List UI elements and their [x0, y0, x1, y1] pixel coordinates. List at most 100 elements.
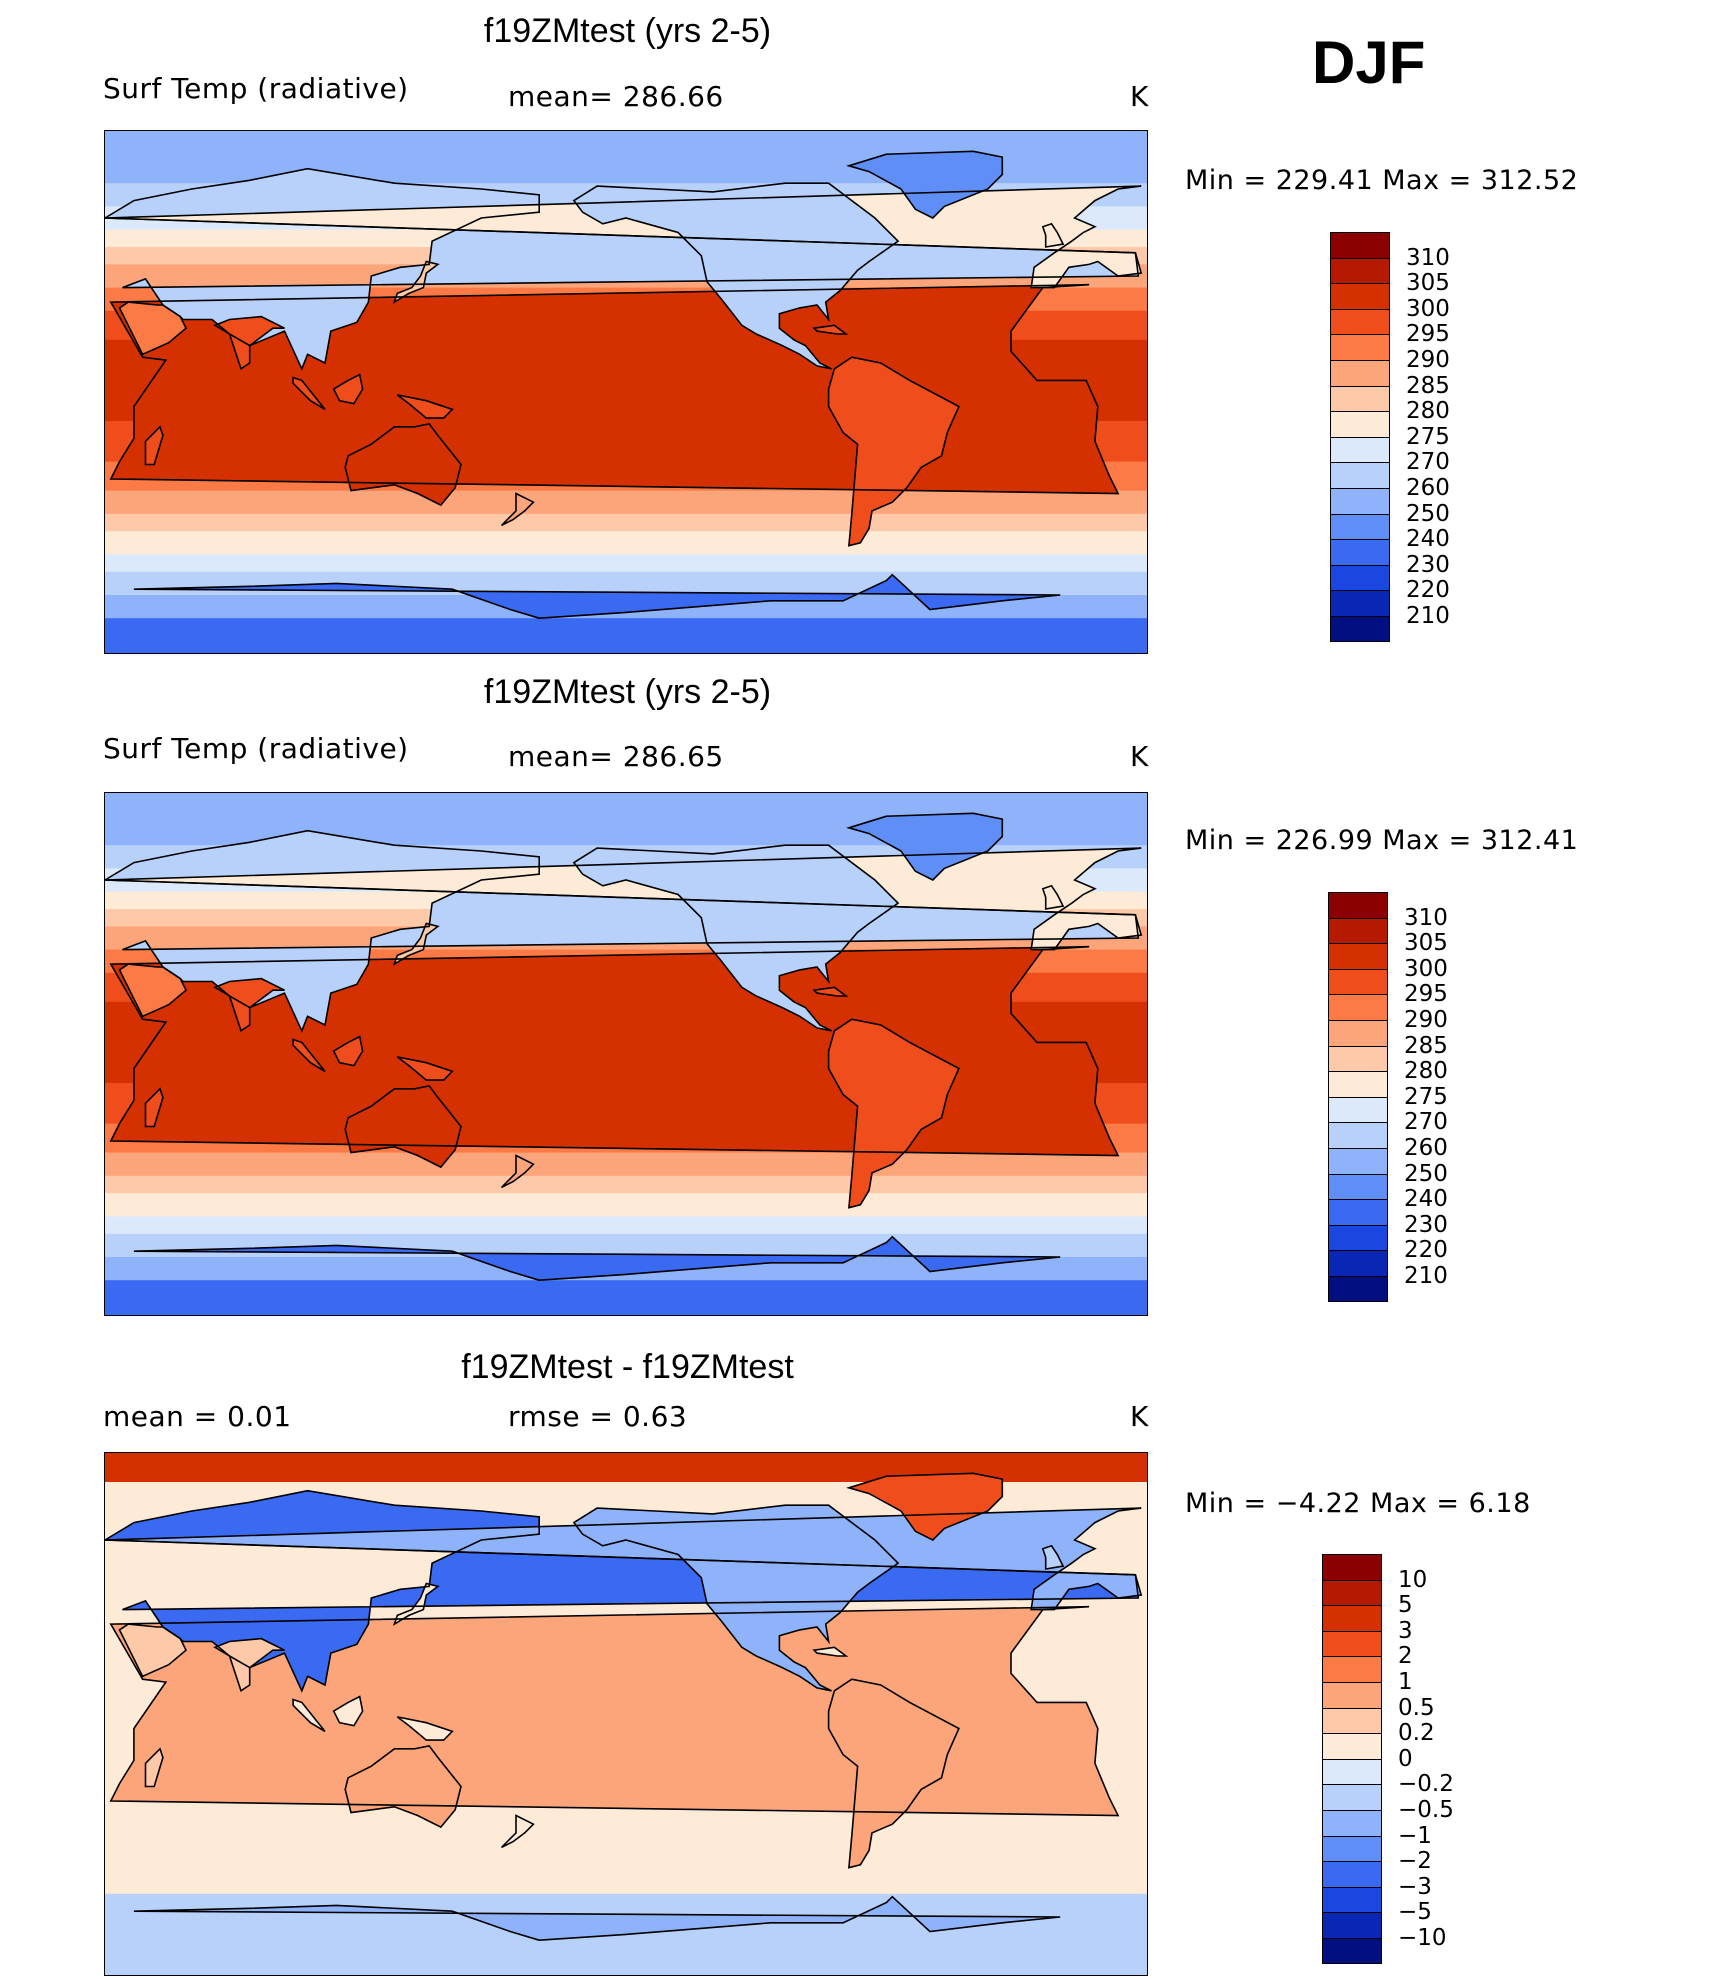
colorbar-swatch [1328, 1250, 1388, 1276]
colorbar-tick-label: 220 [1404, 1237, 1448, 1264]
colorbar-tick-label: 1 [1398, 1669, 1413, 1695]
temperature-band [105, 618, 1147, 653]
colorbar-swatch [1328, 1276, 1388, 1302]
land-europe [105, 1508, 1142, 1610]
colorbar-tick-label: 295 [1406, 321, 1450, 348]
colorbar-tick-label: −1 [1398, 1822, 1432, 1849]
coastline-europe [105, 847, 1143, 951]
colorbar-tick-label: −3 [1398, 1873, 1432, 1900]
coastline-madagascar [144, 1747, 164, 1788]
coastline-samerica [827, 1678, 960, 1869]
colorbar-tick-label: 285 [1404, 1032, 1448, 1059]
colorbar-swatch [1322, 1707, 1382, 1734]
coastline-india [213, 1637, 285, 1693]
land-newguinea [397, 1056, 453, 1081]
colorbar-swatch [1330, 411, 1390, 437]
colorbar-tick-label: 240 [1406, 526, 1450, 553]
colorbar-swatch [1328, 917, 1388, 944]
colorbar-swatch [1322, 1554, 1382, 1580]
season-label: DJF [1312, 29, 1426, 96]
map-field [105, 131, 1147, 653]
colorbar-tick-label: −0.5 [1398, 1797, 1454, 1823]
colorbar-frame [1322, 1554, 1382, 1964]
colorbar-swatch [1330, 360, 1390, 386]
coastline-arabia [118, 963, 187, 1018]
colorbar-swatch [1330, 385, 1390, 412]
colorbar-swatch [1330, 436, 1390, 463]
coastline-namerica [572, 182, 900, 370]
colorbar-tick-label: 270 [1406, 449, 1450, 476]
panel-3-map [104, 1452, 1148, 1976]
colorbar-tick-label: −5 [1398, 1899, 1432, 1926]
colorbar-tick-label: 0.2 [1398, 1720, 1435, 1747]
coastline-madagascar [144, 425, 164, 466]
temperature-band [105, 1175, 1147, 1194]
land-samerica [828, 1019, 959, 1208]
land-india [215, 316, 285, 369]
colorbar-tick-label: 210 [1404, 1263, 1448, 1289]
land-sumatra [293, 1039, 325, 1072]
land-namerica [573, 1505, 899, 1691]
coastline-newguinea [396, 1056, 454, 1081]
colorbar-swatch [1328, 943, 1388, 969]
colorbar-swatch [1330, 462, 1390, 488]
coastline-antarctica [133, 1235, 1061, 1281]
land-borneo [333, 1696, 363, 1726]
coastline-eurasia [105, 167, 1140, 371]
colorbar-tick-label: 270 [1404, 1109, 1448, 1136]
colorbar-tick-label: 280 [1406, 398, 1450, 425]
panel-2-map [104, 792, 1148, 1316]
colorbar-frame [1330, 232, 1390, 642]
land-newguinea [397, 1716, 453, 1741]
colorbar-swatch [1322, 1886, 1382, 1913]
temperature-band [105, 554, 1147, 573]
temperature-band [105, 513, 1147, 532]
colorbar-swatch [1322, 1810, 1382, 1836]
land-borneo [333, 374, 363, 404]
coastline-greenland [846, 812, 1004, 881]
colorbar-swatch [1322, 1733, 1382, 1759]
colorbar-tick-label: 310 [1404, 904, 1448, 931]
colorbar-tick-label: 5 [1398, 1592, 1413, 1619]
land-namerica [573, 183, 899, 369]
colorbar-tick-label: 280 [1404, 1058, 1448, 1085]
panel-2-mean-label: mean= 286.65 [508, 740, 724, 773]
coastline-uk [1041, 884, 1065, 910]
colorbar-swatch [1322, 1630, 1382, 1657]
coastline-sumatra [292, 1038, 326, 1073]
coastline-borneo [332, 373, 364, 405]
land-greenland [848, 1473, 1003, 1540]
panel-3-rmse-label: rmse = 0.63 [508, 1400, 688, 1433]
colorbar-swatch [1322, 1758, 1382, 1785]
colorbar-tick-label: −2 [1398, 1848, 1432, 1875]
colorbar-swatch [1322, 1861, 1382, 1887]
coastline-europe [105, 185, 1143, 289]
panel-3-minmax: Min = −4.22 Max = 6.18 [1185, 1488, 1531, 1519]
coastline-borneo [332, 1695, 364, 1727]
coastline-samerica [827, 356, 960, 547]
colorbar-swatch [1322, 1605, 1382, 1631]
coastline-sumatra [292, 376, 326, 411]
panel-1-variable-label: Surf Temp (radiative) [103, 72, 409, 105]
colorbar-swatch [1328, 1096, 1388, 1123]
panel-3-mean-label: mean = 0.01 [103, 1400, 292, 1433]
colorbar-tick-label: 285 [1406, 372, 1450, 399]
colorbar-tick-label: 260 [1404, 1135, 1448, 1161]
coastline-arabia [118, 301, 187, 356]
coastline-caribbean [812, 324, 849, 335]
land-namerica [573, 845, 899, 1031]
coastline-antarctica [133, 573, 1061, 619]
colorbar-swatch [1330, 283, 1390, 309]
coastline-uk [1041, 222, 1065, 248]
coastline-australia [344, 423, 462, 507]
coastline-japan [392, 1582, 440, 1626]
colorbar-swatch [1328, 1199, 1388, 1225]
temperature-band [105, 1193, 1147, 1217]
colorbar-swatch [1330, 616, 1390, 642]
coastline-india [213, 315, 285, 371]
coastline-arabia [118, 1623, 187, 1678]
land-samerica [828, 357, 959, 546]
coastline-greenland [846, 1472, 1004, 1541]
panel-2-minmax: Min = 226.99 Max = 312.41 [1185, 825, 1579, 856]
colorbar-tick-label: 260 [1406, 475, 1450, 501]
